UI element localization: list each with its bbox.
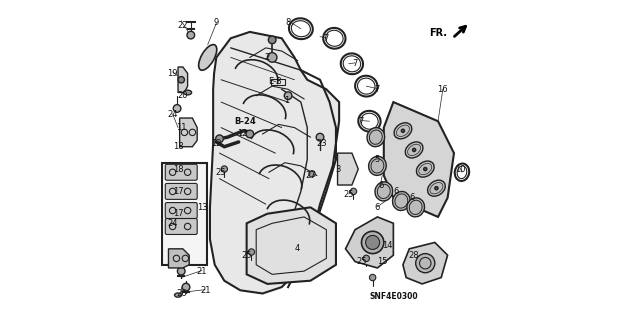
- Circle shape: [182, 283, 190, 291]
- Text: 2: 2: [265, 53, 270, 62]
- Circle shape: [173, 105, 181, 112]
- Ellipse shape: [184, 90, 191, 95]
- Text: 18: 18: [173, 142, 183, 151]
- Text: 16: 16: [438, 85, 448, 94]
- Ellipse shape: [394, 123, 412, 139]
- Ellipse shape: [417, 161, 434, 177]
- Circle shape: [248, 249, 255, 255]
- Ellipse shape: [375, 182, 392, 201]
- Text: 19: 19: [168, 69, 178, 78]
- Polygon shape: [403, 242, 447, 284]
- Text: B-24: B-24: [234, 117, 256, 126]
- Circle shape: [350, 188, 356, 195]
- Circle shape: [424, 167, 427, 171]
- Ellipse shape: [198, 45, 217, 70]
- Text: 21: 21: [196, 267, 207, 276]
- Circle shape: [362, 231, 384, 254]
- Circle shape: [363, 255, 369, 262]
- Text: 10: 10: [455, 165, 466, 174]
- Text: 22: 22: [177, 21, 188, 30]
- Circle shape: [173, 213, 181, 221]
- Circle shape: [309, 171, 316, 177]
- Text: 7: 7: [375, 85, 380, 94]
- Ellipse shape: [392, 191, 410, 211]
- Text: 6: 6: [378, 181, 383, 189]
- Text: 17: 17: [173, 209, 183, 218]
- Text: 25: 25: [344, 190, 354, 199]
- Polygon shape: [346, 217, 394, 268]
- Text: 25: 25: [356, 257, 367, 266]
- Text: 3: 3: [335, 165, 340, 174]
- Text: SNF4E0300: SNF4E0300: [369, 292, 418, 301]
- Text: 1: 1: [284, 96, 289, 105]
- Circle shape: [187, 31, 195, 39]
- Text: 27: 27: [305, 171, 316, 180]
- Polygon shape: [168, 249, 189, 268]
- Circle shape: [401, 129, 404, 132]
- FancyBboxPatch shape: [165, 219, 197, 234]
- Circle shape: [416, 254, 435, 273]
- FancyBboxPatch shape: [165, 183, 197, 199]
- FancyBboxPatch shape: [165, 164, 197, 180]
- Circle shape: [284, 92, 292, 100]
- Polygon shape: [178, 67, 188, 93]
- Text: 6: 6: [375, 203, 380, 212]
- Polygon shape: [180, 118, 197, 147]
- Text: 18: 18: [173, 165, 183, 174]
- Ellipse shape: [175, 293, 182, 297]
- Circle shape: [435, 187, 438, 190]
- Circle shape: [246, 130, 253, 138]
- Text: 23: 23: [316, 139, 327, 148]
- Text: 7: 7: [324, 34, 329, 43]
- Text: 7: 7: [359, 117, 364, 126]
- Text: 6: 6: [394, 187, 399, 196]
- Text: 5: 5: [375, 155, 380, 164]
- Text: 11: 11: [176, 123, 186, 132]
- Bar: [162, 163, 207, 265]
- Text: 17: 17: [173, 187, 183, 196]
- Text: 21: 21: [200, 286, 211, 295]
- Text: 25: 25: [216, 168, 227, 177]
- Ellipse shape: [405, 142, 423, 158]
- Text: 20: 20: [177, 91, 188, 100]
- Text: 4: 4: [295, 244, 300, 253]
- Circle shape: [221, 166, 227, 172]
- Polygon shape: [246, 207, 336, 284]
- Circle shape: [369, 274, 376, 281]
- Text: E-8: E-8: [269, 77, 282, 86]
- Text: 12: 12: [237, 130, 247, 138]
- Circle shape: [268, 53, 277, 62]
- Circle shape: [216, 135, 223, 143]
- Text: 15: 15: [377, 257, 387, 266]
- Circle shape: [413, 148, 416, 152]
- Bar: [271, 79, 285, 85]
- Text: 12: 12: [211, 139, 221, 148]
- Circle shape: [178, 77, 184, 83]
- Circle shape: [365, 235, 380, 249]
- Text: 9: 9: [214, 18, 219, 27]
- Circle shape: [316, 133, 324, 141]
- Ellipse shape: [369, 156, 387, 175]
- Circle shape: [177, 267, 185, 275]
- Polygon shape: [384, 102, 454, 217]
- Text: 7: 7: [353, 59, 358, 68]
- Circle shape: [268, 36, 276, 44]
- Polygon shape: [210, 32, 339, 293]
- Polygon shape: [337, 153, 358, 185]
- Ellipse shape: [407, 198, 424, 217]
- Text: 6: 6: [410, 193, 415, 202]
- Text: 24: 24: [168, 219, 178, 228]
- Text: FR.: FR.: [429, 28, 447, 39]
- Ellipse shape: [367, 128, 385, 147]
- Ellipse shape: [428, 180, 445, 196]
- Text: 26: 26: [176, 289, 186, 298]
- Text: 24: 24: [168, 110, 178, 119]
- Text: 25: 25: [241, 251, 252, 260]
- Text: 28: 28: [409, 251, 419, 260]
- Text: 13: 13: [196, 203, 207, 212]
- Text: 14: 14: [381, 241, 392, 250]
- FancyBboxPatch shape: [165, 203, 197, 219]
- Text: 8: 8: [285, 18, 291, 27]
